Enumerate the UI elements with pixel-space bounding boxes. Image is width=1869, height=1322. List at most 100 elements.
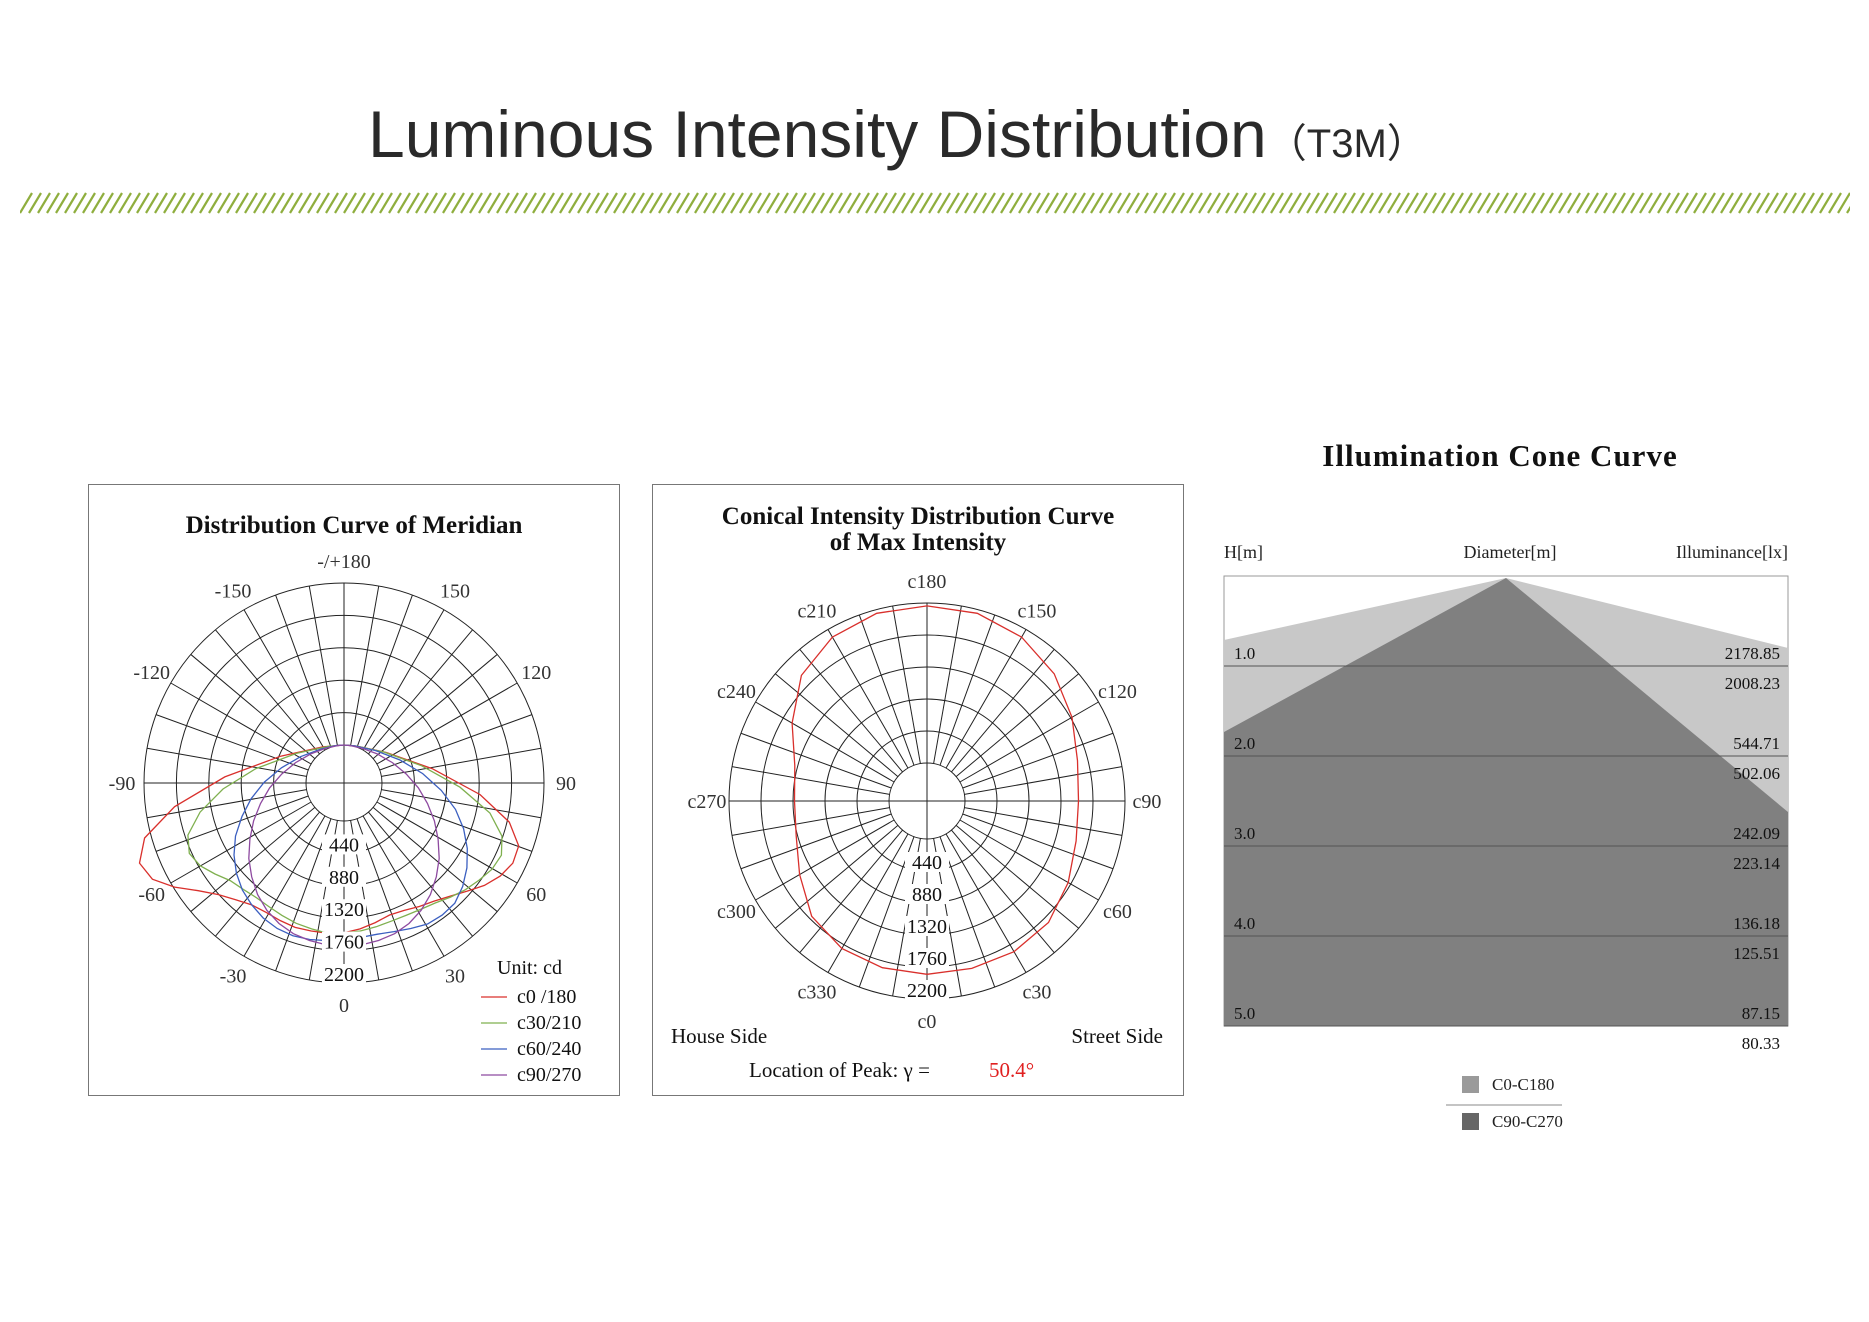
- hatch-stroke: [1666, 192, 1680, 214]
- hatch-stroke: [1081, 192, 1095, 214]
- hatch-stroke: [1801, 192, 1815, 214]
- hatch-stroke: [1648, 192, 1662, 214]
- hatch-stroke: [55, 192, 69, 214]
- polar-grid-spoke: [858, 614, 915, 766]
- hatch-stroke: [1549, 192, 1563, 214]
- hatch-stroke: [1504, 192, 1518, 214]
- polar-grid-spoke: [799, 829, 903, 953]
- hatch-stroke: [181, 192, 195, 214]
- polar-grid-spoke: [146, 789, 307, 819]
- angle-label: c180: [908, 571, 947, 593]
- angle-label: c120: [1098, 681, 1137, 703]
- hatch-stroke: [1108, 192, 1122, 214]
- hatch-stroke: [541, 192, 555, 214]
- hatch-stroke: [82, 192, 96, 214]
- hatch-stroke: [1612, 192, 1626, 214]
- hatch-stroke: [1009, 192, 1023, 214]
- hatch-stroke: [154, 192, 168, 214]
- hatch-stroke: [199, 192, 213, 214]
- hatch-stroke: [334, 192, 348, 214]
- cone-height-label: 1.0: [1234, 644, 1255, 663]
- angle-label: -60: [138, 884, 165, 906]
- hatch-stroke: [1369, 192, 1383, 214]
- series-curve: [791, 605, 1080, 975]
- hatch-stroke: [343, 192, 357, 214]
- hatch-stroke: [631, 192, 645, 214]
- polar-grid-spoke: [962, 732, 1114, 789]
- polar-grid-spoke: [362, 609, 445, 751]
- conical-chart-title-line2: of Max Intensity: [830, 529, 1007, 556]
- street-side-label: Street Side: [1071, 1024, 1163, 1048]
- hatch-stroke: [46, 192, 60, 214]
- hatch-stroke: [1783, 192, 1797, 214]
- radial-tick-label: 1760: [907, 948, 947, 970]
- polar-grid-spoke: [381, 747, 542, 777]
- meridian-polar-chart: Distribution Curve of Meridian -/+180 150…: [109, 512, 582, 1086]
- polar-grid-spoke: [933, 605, 962, 764]
- radial-tick-label: 2200: [324, 964, 364, 986]
- angle-label: c60: [1103, 901, 1132, 923]
- hatch-stroke: [1207, 192, 1221, 214]
- hatch-stroke: [649, 192, 663, 214]
- hatch-stroke: [136, 192, 150, 214]
- hatch-stroke: [1774, 192, 1788, 214]
- hatch-stroke: [919, 192, 933, 214]
- hatch-stroke: [1477, 192, 1491, 214]
- polar-grid-spoke: [308, 585, 338, 746]
- hatch-stroke: [424, 192, 438, 214]
- hatch-stroke: [1639, 192, 1653, 214]
- hatch-stroke: [1054, 192, 1068, 214]
- hatch-stroke: [253, 192, 267, 214]
- hatch-stroke: [145, 192, 159, 214]
- hatch-stroke: [91, 192, 105, 214]
- hatch-stroke: [865, 192, 879, 214]
- peak-location-label: Location of Peak: γ =: [749, 1058, 930, 1082]
- legend-entry: c0 /180: [517, 986, 576, 1008]
- legend-entry: c30/210: [517, 1012, 581, 1034]
- hatch-stroke: [1495, 192, 1509, 214]
- polar-grid-spoke: [939, 614, 996, 766]
- polar-grid-spoke: [962, 813, 1114, 870]
- hatch-stroke: [1198, 192, 1212, 214]
- hatch-stroke: [271, 192, 285, 214]
- hatch-stroke: [1405, 192, 1419, 214]
- radial-tick-label: 2200: [907, 980, 947, 1002]
- hatch-stroke: [874, 192, 888, 214]
- polar-grid-spoke: [951, 829, 1055, 953]
- hatch-stroke: [1351, 192, 1365, 214]
- angle-label: -90: [109, 773, 136, 795]
- hatch-stroke: [640, 192, 654, 214]
- polar-grid-spoke: [376, 682, 518, 765]
- illumination-cone-chart: H[m] Diameter[m] Illuminance[lx] 1.0 2178…: [1223, 542, 1789, 1131]
- polar-grid-spoke: [356, 818, 413, 972]
- hatch-stroke: [604, 192, 618, 214]
- polar-grid-spoke: [356, 594, 413, 748]
- cone-height-label: 4.0: [1234, 914, 1255, 933]
- polar-grid-spoke: [190, 807, 316, 912]
- hatch-stroke: [1000, 192, 1014, 214]
- hatch-stroke: [415, 192, 429, 214]
- polar-grid-spoke: [755, 701, 895, 783]
- hatch-stroke: [262, 192, 276, 214]
- legend-entry: c60/240: [517, 1038, 581, 1060]
- hatch-stroke: [1333, 192, 1347, 214]
- cone-illuminance-c90: 125.51: [1733, 944, 1780, 963]
- hatch-stroke: [1558, 192, 1572, 214]
- hatch-stroke: [784, 192, 798, 214]
- angle-label: 30: [445, 965, 465, 987]
- hatch-stroke: [1468, 192, 1482, 214]
- hatch-stroke: [325, 192, 339, 214]
- polar-grid-spoke: [945, 833, 1027, 973]
- angle-label: c90: [1133, 791, 1162, 813]
- cone-illuminance-c0: 2178.85: [1725, 644, 1780, 663]
- hatch-stroke: [316, 192, 330, 214]
- hatch-stroke: [1135, 192, 1149, 214]
- meridian-chart-panel: Distribution Curve of Meridian -/+180 150…: [88, 484, 620, 1096]
- cone-legend-swatch: [1462, 1076, 1479, 1093]
- hatch-stroke: [1630, 192, 1644, 214]
- hatch-stroke: [1441, 192, 1455, 214]
- angle-label: -150: [215, 581, 252, 603]
- hatch-stroke: [694, 192, 708, 214]
- hatch-stroke: [1360, 192, 1374, 214]
- hatch-stroke: [100, 192, 114, 214]
